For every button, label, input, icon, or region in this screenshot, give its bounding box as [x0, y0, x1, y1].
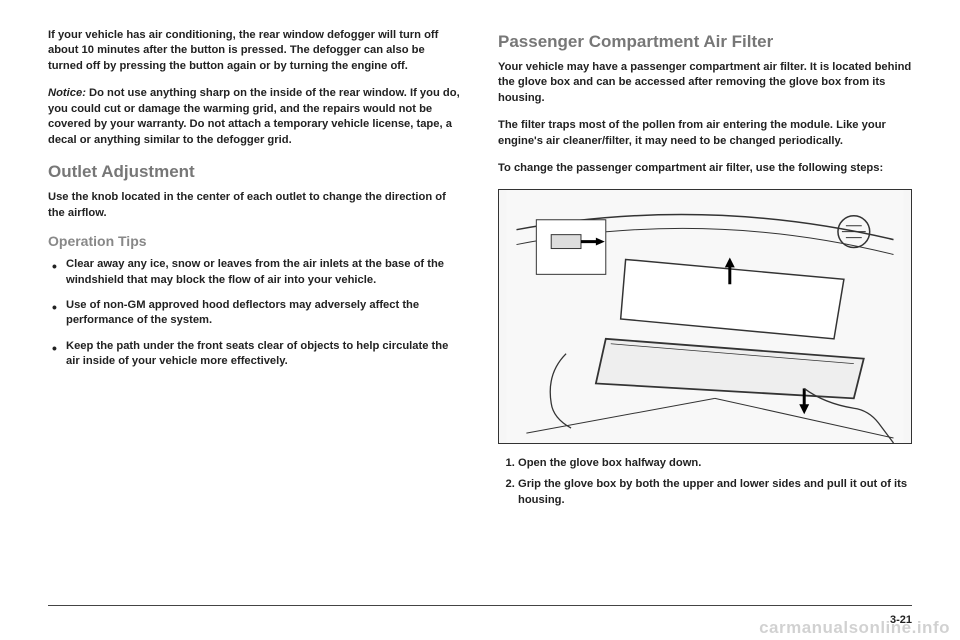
para-ac-defogger: If your vehicle has air conditioning, th… [48, 28, 462, 74]
footer-rule [48, 605, 912, 606]
para-filter-3: To change the passenger compartment air … [498, 161, 912, 176]
para-filter-1: Your vehicle may have a passenger compar… [498, 60, 912, 106]
tips-list: Clear away any ice, snow or leaves from … [48, 257, 462, 370]
heading-air-filter: Passenger Compartment Air Filter [498, 32, 912, 52]
notice-body: Do not use anything sharp on the inside … [48, 87, 460, 145]
glovebox-illustration [498, 189, 912, 444]
tip-item: Use of non-GM approved hood deflectors m… [66, 298, 462, 329]
step-item: Open the glove box halfway down. [518, 456, 912, 471]
heading-outlet-adjustment: Outlet Adjustment [48, 162, 462, 182]
notice-block: Notice: Do not use anything sharp on the… [48, 86, 462, 148]
tip-item: Keep the path under the front seats clea… [66, 339, 462, 370]
steps-list: Open the glove box halfway down. Grip th… [498, 456, 912, 508]
notice-label: Notice: [48, 87, 86, 99]
tip-item: Clear away any ice, snow or leaves from … [66, 257, 462, 288]
step-item: Grip the glove box by both the upper and… [518, 477, 912, 508]
para-outlet: Use the knob located in the center of ea… [48, 190, 462, 221]
para-filter-2: The filter traps most of the pollen from… [498, 118, 912, 149]
heading-operation-tips: Operation Tips [48, 233, 462, 249]
watermark: carmanualsonline.info [759, 618, 950, 638]
